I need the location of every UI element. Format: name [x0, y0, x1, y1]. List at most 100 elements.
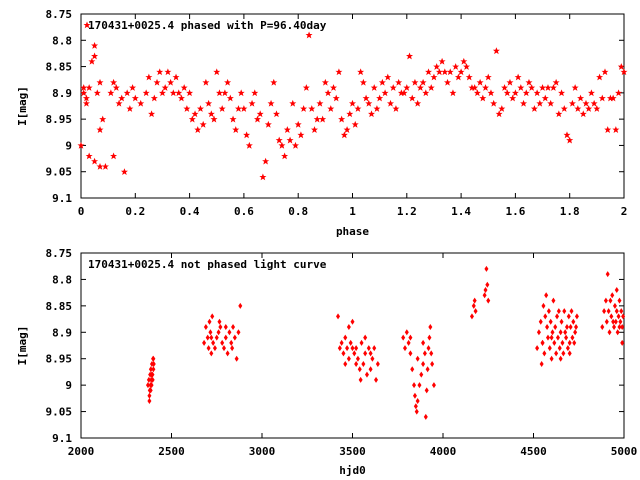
y-tick-label: 9: [65, 139, 72, 152]
diamond-marker: [612, 302, 617, 309]
diamond-marker: [471, 302, 476, 309]
diamond-marker: [358, 376, 363, 383]
diamond-marker: [209, 350, 214, 357]
star-marker: [574, 105, 582, 112]
star-marker: [251, 89, 259, 97]
diamond-marker: [570, 334, 575, 341]
star-marker: [167, 78, 175, 86]
star-marker: [202, 78, 210, 86]
star-marker: [403, 84, 411, 91]
diamond-marker: [216, 329, 221, 336]
diamond-marker: [408, 350, 413, 357]
diamond-marker: [555, 334, 560, 341]
diamond-marker: [231, 324, 236, 330]
star-marker: [539, 84, 547, 91]
star-marker: [321, 78, 329, 86]
diamond-marker: [618, 318, 623, 325]
star-marker: [234, 105, 242, 112]
star-marker: [587, 89, 595, 97]
star-marker: [262, 157, 270, 165]
diamond-marker: [419, 371, 424, 378]
star-marker: [210, 115, 218, 123]
star-marker: [601, 68, 609, 76]
x-tick-label: 2000: [68, 445, 95, 458]
diamond-marker: [410, 366, 415, 373]
star-marker: [604, 126, 612, 133]
star-marker: [120, 168, 128, 176]
star-marker: [351, 120, 359, 128]
star-marker: [444, 78, 452, 86]
diamond-marker: [617, 297, 622, 304]
star-marker: [435, 68, 443, 76]
diamond-marker: [559, 318, 564, 325]
diamond-marker: [617, 324, 622, 330]
star-marker: [411, 78, 419, 86]
diamond-marker: [404, 329, 409, 336]
diamond-marker: [473, 308, 478, 315]
star-marker: [596, 73, 604, 81]
star-marker: [541, 94, 549, 102]
star-marker: [376, 94, 384, 102]
star-marker: [582, 99, 590, 107]
diamond-marker: [554, 350, 559, 357]
star-marker: [232, 126, 240, 133]
diamond-marker: [401, 334, 406, 341]
y-tick-label: 8.95: [46, 113, 73, 126]
star-marker: [520, 99, 528, 107]
diamond-marker: [620, 324, 625, 330]
star-marker: [278, 141, 286, 149]
diamond-marker: [483, 287, 488, 293]
diamond-marker: [614, 287, 619, 293]
star-marker: [492, 47, 500, 55]
star-marker: [302, 84, 310, 91]
star-marker: [161, 84, 169, 91]
star-marker: [370, 84, 378, 91]
diamond-marker: [151, 355, 156, 362]
diamond-marker: [541, 302, 546, 309]
unphased-plot-panel: 2000 2500 3000 3500 4000 4500 5000 8.75 8.8 8.85 8…: [16, 247, 637, 477]
diamond-marker: [339, 339, 344, 346]
diamond-marker: [370, 355, 375, 362]
star-marker: [148, 110, 156, 118]
diamond-marker: [561, 350, 566, 357]
star-marker: [175, 89, 183, 97]
star-marker: [338, 115, 346, 123]
star-marker: [522, 89, 530, 97]
star-marker: [126, 105, 134, 112]
diamond-marker: [147, 392, 152, 399]
diamond-marker: [343, 361, 348, 367]
diamond-marker: [564, 334, 569, 341]
diamond-marker: [423, 413, 428, 420]
y-tick-label: 8.75: [46, 247, 73, 260]
diamond-marker: [218, 324, 223, 330]
star-marker: [99, 115, 107, 123]
diamond-marker: [602, 308, 607, 315]
star-marker: [150, 94, 158, 102]
diamond-marker: [573, 329, 578, 336]
diamond-marker: [600, 324, 605, 330]
star-marker: [137, 99, 145, 107]
diamond-marker: [549, 355, 554, 362]
diamond-marker: [352, 350, 357, 357]
diamond-marker: [606, 308, 611, 315]
star-marker: [506, 78, 514, 86]
star-marker: [349, 99, 356, 107]
diamond-marker: [574, 324, 579, 330]
diamond-marker: [234, 355, 239, 362]
diamond-marker: [354, 361, 359, 367]
star-marker: [96, 126, 104, 133]
star-marker: [188, 115, 196, 123]
star-marker: [555, 110, 563, 118]
diamond-marker: [417, 382, 422, 389]
diamond-marker: [545, 324, 550, 330]
diamond-marker: [536, 329, 541, 336]
legend-label: 170431+0025.4 phased with P=96.40day: [88, 19, 327, 32]
star-marker: [283, 126, 291, 133]
diamond-marker: [619, 308, 624, 315]
diamond-marker: [364, 371, 369, 378]
diamond-marker: [202, 339, 207, 346]
diamond-marker: [428, 324, 433, 330]
y-tick-label: 9.05: [46, 406, 73, 419]
diamond-marker: [425, 366, 430, 373]
star-marker: [457, 68, 465, 76]
